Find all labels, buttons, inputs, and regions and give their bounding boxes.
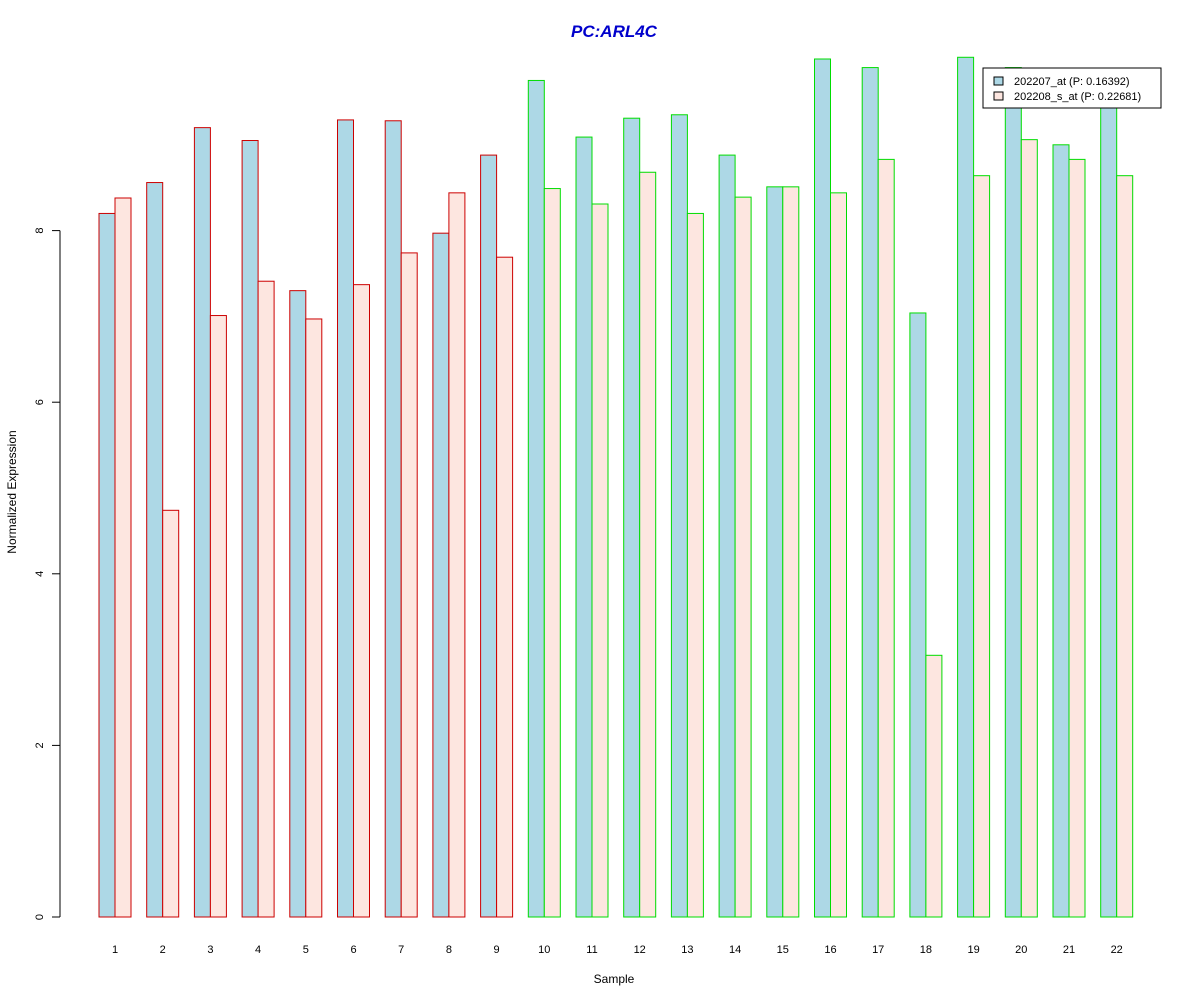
bar bbox=[639, 171, 657, 918]
bar bbox=[98, 212, 116, 918]
x-tick-label: 16 bbox=[824, 944, 836, 956]
bar bbox=[480, 154, 498, 918]
x-tick-label: 7 bbox=[398, 944, 404, 956]
x-tick-label: 21 bbox=[1063, 944, 1075, 956]
bar bbox=[448, 192, 466, 918]
y-axis-label: Normalized Expression bbox=[5, 430, 19, 553]
x-tick-label: 2 bbox=[160, 944, 166, 956]
x-tick-label: 3 bbox=[207, 944, 213, 956]
legend-box bbox=[982, 67, 1162, 109]
x-tick-label: 13 bbox=[681, 944, 693, 956]
bars-group bbox=[98, 56, 1134, 918]
bar bbox=[432, 232, 450, 918]
bar bbox=[209, 315, 227, 918]
bar bbox=[766, 186, 784, 918]
bar bbox=[1004, 67, 1022, 918]
x-tick-label: 15 bbox=[777, 944, 789, 956]
y-tick-label: 8 bbox=[34, 228, 46, 234]
bar bbox=[527, 79, 545, 918]
x-tick-label: 11 bbox=[586, 944, 597, 956]
x-tick-label: 6 bbox=[350, 944, 356, 956]
bar bbox=[670, 114, 688, 918]
legend-entry: 202207_at (P: 0.16392) bbox=[1014, 76, 1130, 88]
bar bbox=[289, 290, 307, 918]
y-tick-label: 2 bbox=[34, 742, 46, 748]
bar bbox=[162, 509, 180, 918]
x-tick-label: 18 bbox=[920, 944, 932, 956]
bar bbox=[193, 127, 211, 918]
bar bbox=[575, 136, 593, 918]
bar bbox=[337, 119, 354, 918]
bar bbox=[877, 158, 895, 918]
bar bbox=[1100, 102, 1118, 918]
bar bbox=[543, 188, 561, 918]
x-tick-label: 20 bbox=[1015, 944, 1027, 956]
legend: 202207_at (P: 0.16392) 202208_s_at (P: 0.… bbox=[982, 67, 1162, 109]
bar bbox=[1052, 144, 1070, 918]
x-tick-label: 14 bbox=[729, 944, 741, 956]
bar bbox=[1020, 139, 1038, 918]
x-tick-label: 8 bbox=[446, 944, 452, 956]
bar bbox=[305, 318, 323, 918]
bar bbox=[623, 117, 641, 918]
bar bbox=[925, 654, 943, 918]
chart-title: PC:ARL4C bbox=[571, 22, 658, 41]
y-tick-label: 4 bbox=[34, 571, 46, 577]
y-tick-label: 6 bbox=[34, 399, 46, 405]
bar bbox=[1116, 175, 1134, 918]
bar bbox=[734, 196, 752, 918]
bar bbox=[861, 67, 879, 918]
bar bbox=[1068, 158, 1086, 918]
bar bbox=[496, 256, 514, 918]
bar bbox=[686, 212, 704, 918]
bar bbox=[973, 175, 991, 918]
bar bbox=[146, 182, 164, 918]
bar bbox=[384, 120, 402, 918]
x-tick-label: 17 bbox=[872, 944, 884, 956]
bar bbox=[957, 56, 975, 918]
x-tick-label: 5 bbox=[303, 944, 309, 956]
x-tick-label: 12 bbox=[634, 944, 646, 956]
legend-entry: 202208_s_at (P: 0.22681) bbox=[1014, 91, 1141, 103]
bar bbox=[353, 284, 370, 918]
legend-swatch bbox=[993, 91, 1004, 101]
legend-swatch bbox=[993, 76, 1004, 86]
y-tick-label: 0 bbox=[34, 914, 46, 920]
bar bbox=[400, 252, 418, 918]
bar bbox=[782, 186, 800, 918]
x-tick-label: 10 bbox=[538, 944, 550, 956]
bar bbox=[591, 203, 609, 918]
bar bbox=[814, 58, 831, 918]
x-tick-label: 19 bbox=[967, 944, 979, 956]
bar bbox=[114, 197, 132, 918]
bar bbox=[830, 192, 847, 918]
x-tick-label: 1 bbox=[112, 944, 118, 956]
bar bbox=[718, 154, 736, 918]
bar bbox=[241, 140, 259, 918]
x-tick-labels: 1 2 3 4 5 6 7 8 9 10 11 12 13 14 15 16 17 18 19 20 21 22 bbox=[112, 944, 1123, 956]
x-tick-label: 22 bbox=[1111, 944, 1123, 956]
x-tick-label: 4 bbox=[255, 944, 261, 956]
y-axis: 0 2 4 6 8 bbox=[34, 228, 61, 920]
x-tick-label: 9 bbox=[494, 944, 500, 956]
bar bbox=[257, 280, 275, 918]
bar bbox=[909, 312, 927, 918]
x-axis-label: Sample bbox=[594, 972, 635, 986]
